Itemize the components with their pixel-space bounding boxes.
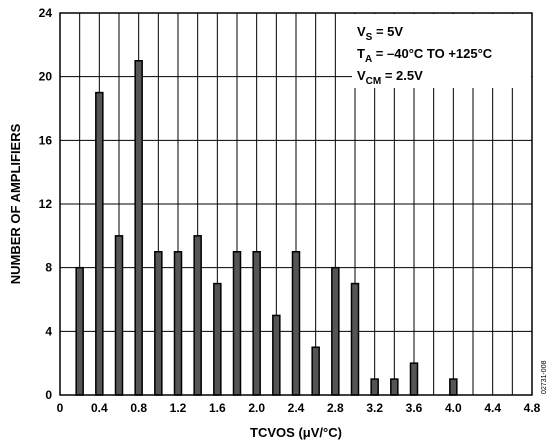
x-tick-label: 3.2: [366, 401, 383, 415]
bar: [450, 379, 457, 395]
bar: [371, 379, 378, 395]
y-tick-label: 0: [45, 388, 52, 402]
figure-id: 02731-008: [541, 360, 548, 394]
y-tick-label: 12: [39, 197, 53, 211]
bar: [194, 236, 201, 395]
x-tick-label: 2.8: [327, 401, 344, 415]
y-tick-label: 4: [45, 324, 52, 338]
x-tick-label: 2.4: [288, 401, 305, 415]
x-tick-label: 1.2: [170, 401, 187, 415]
bar: [135, 61, 142, 395]
x-tick-label: 4.8: [524, 401, 541, 415]
y-axis-label: NUMBER OF AMPLIFIERS: [8, 123, 23, 284]
bar: [332, 268, 339, 395]
bar: [175, 252, 182, 395]
bar: [76, 268, 83, 395]
x-tick-label: 3.6: [406, 401, 423, 415]
x-tick-label: 4.4: [484, 401, 501, 415]
x-tick-label: 0.8: [130, 401, 147, 415]
bar: [155, 252, 162, 395]
x-tick-label: 0: [57, 401, 64, 415]
x-tick-labels: 0 0.4 0.8 1.2 1.6 2.0 2.4 2.8 3.2 3.6 4.0 4.4 4.8: [57, 401, 541, 415]
bar: [411, 363, 418, 395]
bar: [116, 236, 123, 395]
x-tick-label: 1.6: [209, 401, 226, 415]
bar: [273, 315, 280, 395]
bar: [214, 284, 221, 395]
y-tick-label: 16: [39, 133, 53, 147]
bar: [391, 379, 398, 395]
y-tick-label: 8: [45, 261, 52, 275]
bar: [234, 252, 241, 395]
x-tick-label: 4.0: [445, 401, 462, 415]
y-tick-label: 24: [39, 6, 53, 20]
bar: [352, 284, 359, 395]
bar: [312, 347, 319, 395]
bar: [96, 93, 103, 395]
y-tick-labels: 0 4 8 12 16 20 24: [39, 6, 53, 402]
bars: [76, 61, 457, 395]
x-tick-label: 0.4: [91, 401, 108, 415]
bar: [293, 252, 300, 395]
x-tick-label: 2.0: [248, 401, 265, 415]
x-axis-label: TCVOS (μV/°C): [250, 425, 342, 440]
bar: [253, 252, 260, 395]
y-tick-label: 20: [39, 70, 53, 84]
